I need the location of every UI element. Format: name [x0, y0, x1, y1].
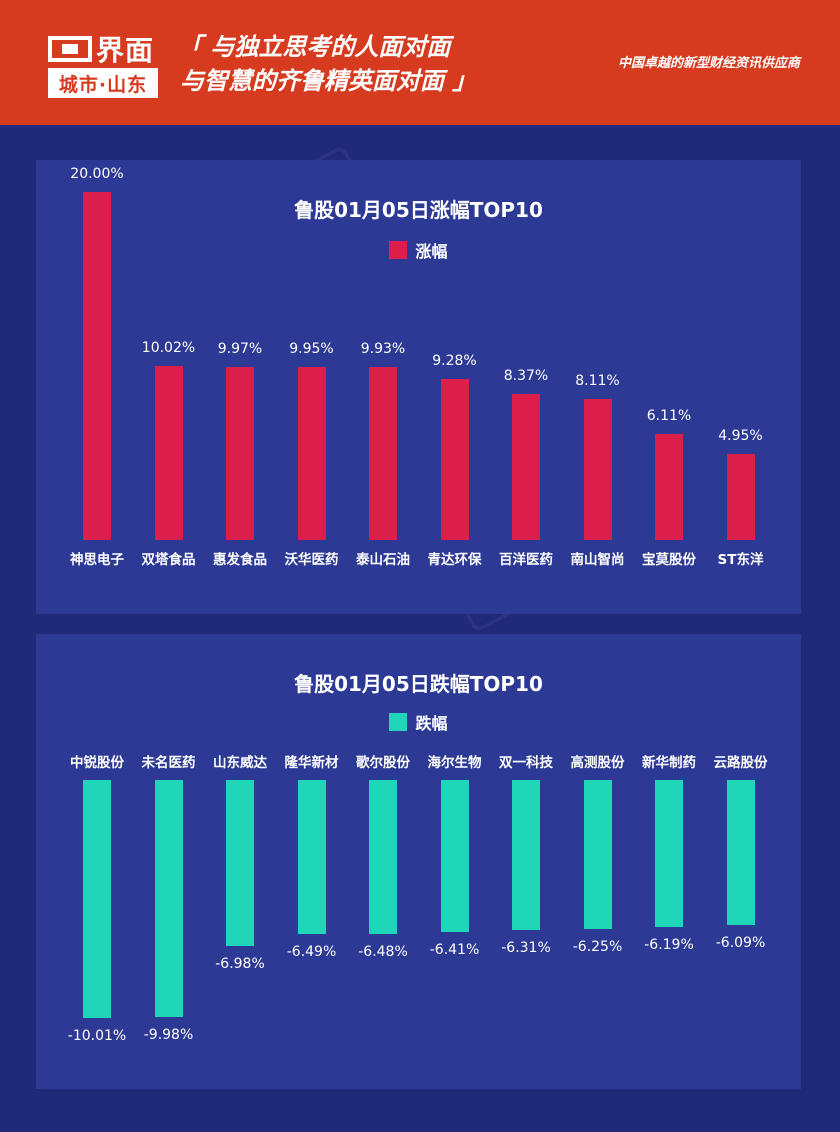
value-label: 10.02% [141, 339, 196, 356]
brand-name: 界面 [96, 34, 155, 67]
value-label: 20.00% [70, 166, 124, 182]
value-label: -6.48% [358, 944, 408, 961]
bar [83, 780, 111, 1018]
category-label: 新华制药 [642, 755, 696, 771]
category-label: 山东威达 [213, 755, 267, 771]
bar [83, 192, 111, 540]
value-label: 9.95% [289, 340, 334, 357]
gain-chart-panel: 鲁股01月05日涨幅TOP10 涨幅 20.00% 神思电子 10.02% 双塔食品 9… [36, 160, 801, 614]
bar [655, 433, 683, 540]
bar [226, 780, 254, 946]
value-label: 8.11% [575, 372, 620, 389]
value-label: -9.98% [143, 1027, 194, 1044]
category-label: 泰山石油 [356, 552, 410, 568]
bar [369, 367, 397, 540]
value-label: -6.41% [429, 942, 480, 959]
value-label: -6.31% [501, 940, 551, 957]
chart-title: 鲁股01月05日跌幅TOP10 [294, 672, 543, 696]
value-label: 8.37% [503, 368, 549, 385]
category-label: 云路股份 [713, 755, 768, 771]
bar [655, 780, 683, 928]
bar [512, 394, 540, 540]
legend-swatch [389, 713, 408, 731]
category-label: ST东洋 [717, 552, 764, 568]
value-label: 9.28% [432, 352, 477, 369]
category-label: 未名医药 [141, 755, 196, 771]
value-label: -10.01% [67, 1028, 127, 1044]
value-label: -6.09% [715, 934, 766, 951]
bar [512, 780, 540, 931]
slogan: 「 与独立思考的人面对面 与智慧的齐鲁精英面对面 」 [178, 30, 476, 98]
bar [440, 780, 469, 933]
bar [583, 780, 612, 929]
category-label: 高测股份 [570, 755, 625, 771]
value-label: -6.25% [572, 938, 623, 955]
bar [297, 366, 326, 540]
value-label: -6.49% [286, 944, 337, 961]
chart-legend: 跌幅 [36, 710, 801, 734]
bar [726, 453, 755, 540]
brand-subtitle: 城市·山东 [48, 68, 158, 98]
brand-logo-icon [48, 35, 92, 63]
bar [726, 780, 755, 925]
bar [154, 365, 183, 540]
category-label: 隆华新材 [284, 755, 339, 771]
legend-label: 跌幅 [415, 714, 448, 733]
bar [440, 378, 469, 540]
category-label: 沃华医药 [284, 552, 339, 568]
category-label: 中锐股份 [70, 755, 124, 771]
slogan-line-1: 「 与独立思考的人面对面 [178, 33, 451, 61]
category-label: 百洋医药 [499, 552, 553, 568]
category-label: 宝莫股份 [642, 552, 696, 568]
value-label: 9.97% [217, 340, 263, 357]
chart-legend: 涨幅 [36, 238, 801, 262]
legend-swatch [389, 241, 408, 259]
chart-title: 鲁股01月05日涨幅TOP10 [294, 198, 543, 222]
bar [154, 780, 183, 1018]
bar [369, 780, 397, 935]
value-label: 4.95% [718, 427, 763, 444]
value-label: 9.93% [360, 341, 406, 358]
category-label: 歌尔股份 [356, 755, 410, 771]
value-label: 6.11% [646, 407, 692, 424]
bar [226, 366, 254, 540]
value-label: -6.98% [215, 955, 265, 972]
category-label: 神思电子 [70, 552, 124, 568]
category-label: 南山智尚 [570, 552, 625, 568]
tagline: 中国卓越的新型财经资讯供应商 [617, 56, 800, 71]
category-label: 海尔生物 [427, 755, 482, 771]
header-banner: 界面 城市·山东 「 与独立思考的人面对面 与智慧的齐鲁精英面对面 」 中国卓越… [0, 0, 840, 125]
bar [297, 780, 326, 935]
loss-chart-panel: 鲁股01月05日跌幅TOP10 跌幅 -10.01% 中锐股份 -9.98% 未名医药… [36, 634, 801, 1089]
category-label: 青达环保 [427, 552, 482, 568]
value-label: -6.19% [644, 937, 694, 954]
category-label: 双一科技 [499, 755, 553, 771]
slogan-line-2: 与智慧的齐鲁精英面对面 」 [180, 67, 477, 95]
bar [583, 398, 612, 540]
category-label: 双塔食品 [141, 552, 196, 568]
category-label: 惠发食品 [213, 552, 267, 568]
brand-logo: 界面 [48, 32, 158, 67]
legend-label: 涨幅 [415, 242, 448, 261]
